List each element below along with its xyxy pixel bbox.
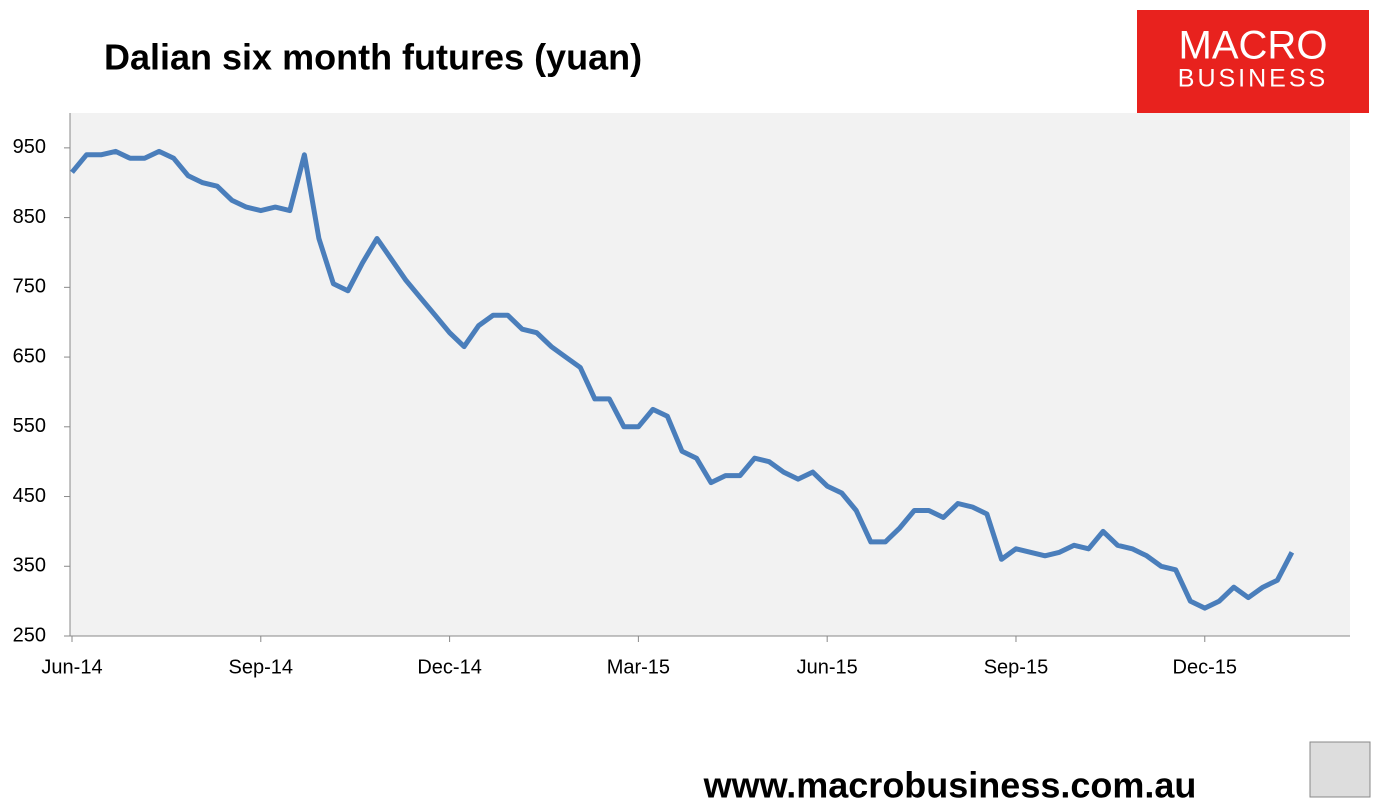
x-tick-label: Sep-15	[984, 656, 1049, 678]
chart-title: Dalian six month futures (yuan)	[104, 37, 642, 78]
x-tick-label: Jun-14	[41, 656, 102, 678]
y-tick-label: 550	[13, 415, 46, 437]
y-tick-label: 450	[13, 485, 46, 507]
y-tick-label: 650	[13, 345, 46, 367]
y-tick-label: 350	[13, 555, 46, 577]
footer-url: www.macrobusiness.com.au	[703, 765, 1197, 801]
y-tick-label: 950	[13, 136, 46, 158]
logo-text: MACRO	[1179, 24, 1328, 68]
y-tick-label: 250	[13, 624, 46, 646]
x-tick-label: Dec-14	[417, 656, 481, 678]
plot-area	[70, 113, 1350, 636]
x-tick-label: Mar-15	[607, 656, 670, 678]
y-tick-label: 750	[13, 276, 46, 298]
logo-text: BUSINESS	[1178, 65, 1328, 93]
x-tick-label: Sep-14	[229, 656, 294, 678]
x-tick-label: Jun-15	[797, 656, 858, 678]
data-line	[70, 148, 1295, 611]
logo-icon	[1309, 741, 1371, 798]
logo-box	[1137, 10, 1369, 113]
x-tick-label: Dec-15	[1173, 656, 1237, 678]
y-tick-label: 850	[13, 206, 46, 228]
